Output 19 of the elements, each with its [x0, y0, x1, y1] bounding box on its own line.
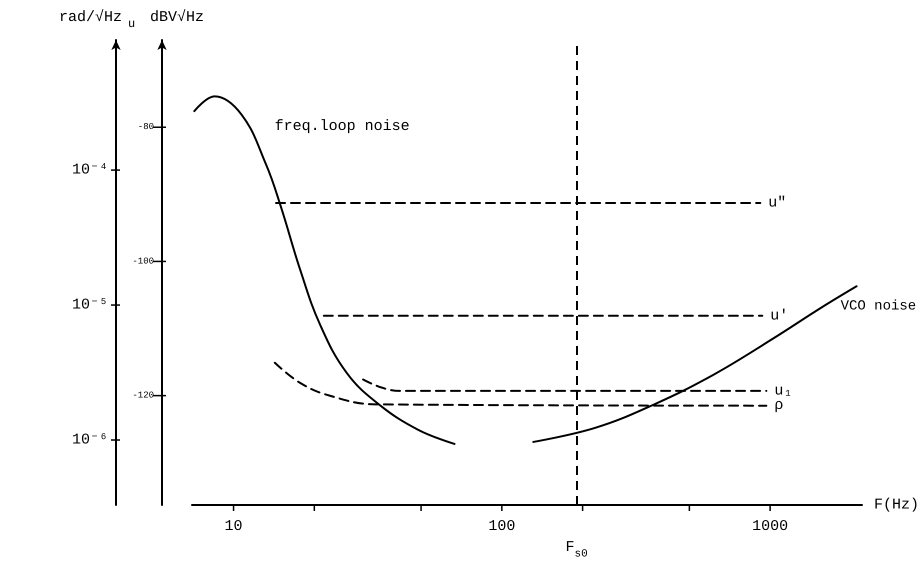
x-axis-title: F(Hz): [874, 496, 920, 514]
series-label: VCO noise: [840, 298, 916, 314]
y2-axis-title: dBV√Hz: [150, 9, 204, 26]
y2-tick-label: -80: [138, 122, 154, 132]
y-axis-title: rad/√Hz: [58, 9, 122, 26]
y2-tick-label: -120: [132, 390, 154, 401]
y2-tick-label: -100: [132, 256, 154, 266]
x-tick-label: 100: [488, 518, 516, 535]
series-label: u": [768, 194, 786, 212]
series-label: u₁: [774, 382, 792, 400]
y-tick-label: 10⁻⁴: [72, 162, 108, 179]
text: u: [128, 17, 136, 31]
y-tick-label: 10⁻⁵: [72, 296, 108, 314]
series-label: u': [770, 307, 788, 324]
series-label: ρ: [774, 397, 784, 414]
x-tick-label: 1000: [752, 518, 788, 535]
y-tick-label: 10⁻⁶: [72, 432, 108, 449]
x-tick-label: 10: [224, 518, 243, 535]
series-label: freq.loop noise: [274, 118, 410, 135]
